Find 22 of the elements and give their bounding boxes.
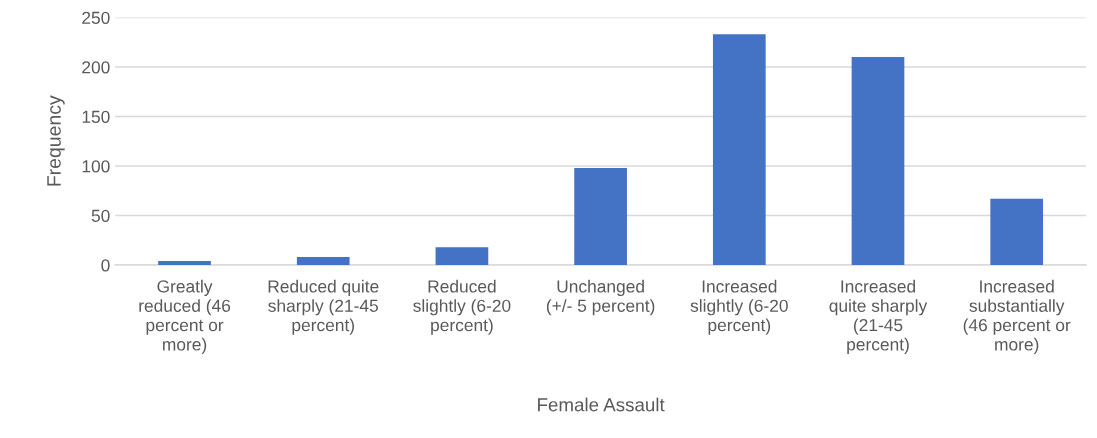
y-tick-label: 0 bbox=[101, 259, 110, 272]
x-tick-label: Reduced slightly (6-20 percent) bbox=[413, 279, 511, 335]
y-tick-label: 250 bbox=[82, 11, 110, 24]
bar bbox=[158, 261, 211, 265]
y-tick-label: 50 bbox=[91, 209, 110, 222]
bar bbox=[435, 247, 489, 265]
bar bbox=[851, 57, 905, 265]
x-tick-label: Unchanged (+/- 5 percent) bbox=[546, 279, 655, 316]
y-tick-label: 100 bbox=[82, 160, 110, 173]
x-tick-label: Increased slightly (6-20 percent) bbox=[690, 279, 788, 335]
bar bbox=[990, 198, 1044, 265]
bar bbox=[712, 34, 766, 265]
y-axis-title: Frequency bbox=[47, 95, 65, 186]
x-tick-label: Increased substantially (46 percent or more) bbox=[963, 279, 1071, 354]
x-tick-label: Reduced quite sharply (21-45 percent) bbox=[268, 279, 379, 335]
y-tick-label: 200 bbox=[82, 61, 110, 74]
y-tick-label: 150 bbox=[82, 110, 110, 123]
x-tick-label: Greatly reduced (46 percent or more) bbox=[139, 279, 231, 354]
bar bbox=[296, 257, 350, 265]
bar bbox=[574, 167, 627, 265]
x-axis-title: Female Assault bbox=[538, 397, 665, 412]
x-tick-label: Increased quite sharply (21-45 percent) bbox=[829, 279, 928, 355]
